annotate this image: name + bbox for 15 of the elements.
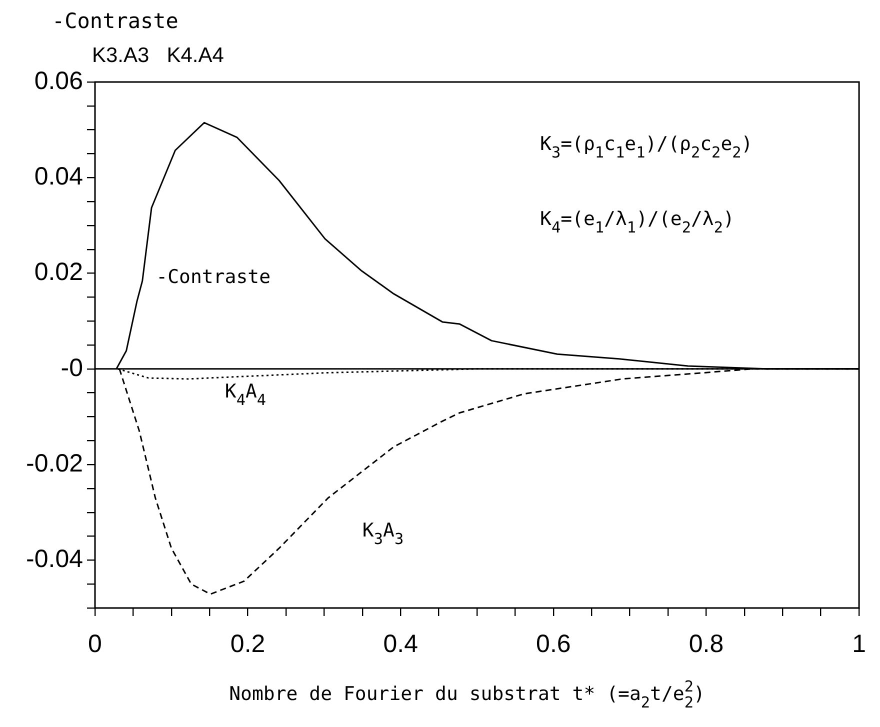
- x-tick-label: 0.8: [688, 630, 724, 658]
- y-tick-label: 0.04: [34, 162, 84, 191]
- x-tick-label: 0: [88, 630, 102, 658]
- y-tick-label: -0.02: [26, 449, 83, 478]
- x-tick-label: 0.4: [383, 630, 418, 658]
- x-tick-label: 1: [852, 630, 866, 658]
- x-tick-label: 0.6: [536, 630, 571, 658]
- y-tick-label: 0.02: [34, 258, 83, 286]
- annotation: -Contraste: [156, 266, 271, 288]
- chart-title: -Contraste: [52, 9, 178, 33]
- x-tick-label: 0.2: [230, 630, 266, 658]
- chart-subtitle: K3.A3 K4.A4: [92, 44, 224, 67]
- y-tick-label: 0.06: [34, 66, 83, 95]
- y-tick-label: -0: [60, 354, 83, 382]
- y-tick-label: -0.04: [26, 545, 84, 574]
